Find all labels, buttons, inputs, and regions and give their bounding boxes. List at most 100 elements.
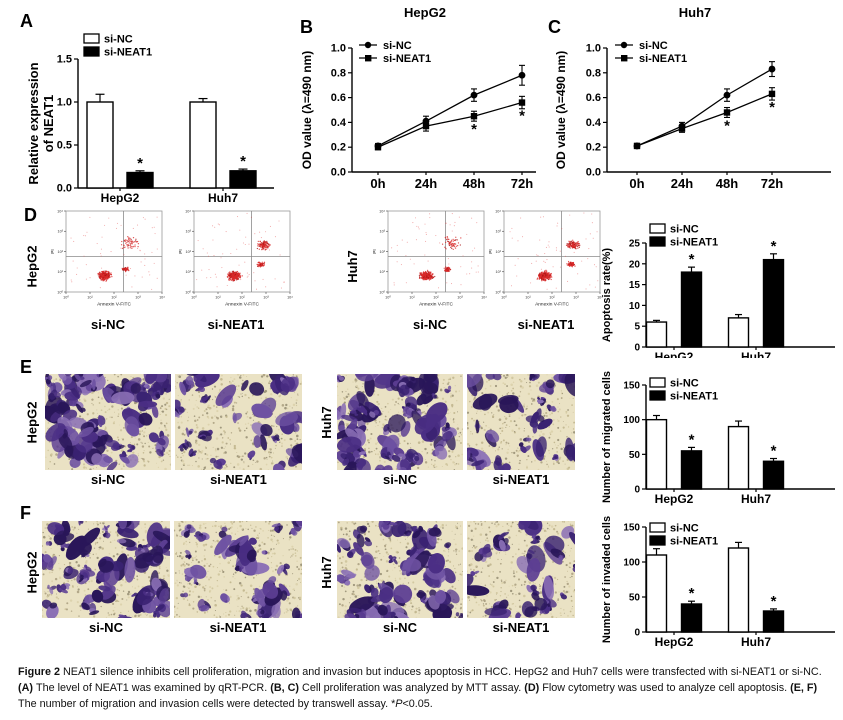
svg-text:0: 0 xyxy=(634,485,640,496)
svg-text:PI: PI xyxy=(50,249,56,254)
flow-plot-hepg2-si-neat1: 10⁰ 10⁰ 10¹ 10¹ 10² 10² 10³ 10³ 10⁴ 10⁴ Annexin V-… xyxy=(176,208,296,332)
svg-text:10: 10 xyxy=(629,301,641,312)
row-label-f-hepg2: HepG2 xyxy=(24,551,40,593)
svg-text:0.2: 0.2 xyxy=(331,142,346,154)
svg-text:10¹: 10¹ xyxy=(186,270,192,274)
svg-text:*: * xyxy=(519,108,525,125)
svg-text:1.0: 1.0 xyxy=(331,43,346,55)
svg-text:10⁴: 10⁴ xyxy=(185,209,191,213)
svg-text:si-NC: si-NC xyxy=(670,224,699,236)
svg-text:0.0: 0.0 xyxy=(586,167,601,179)
image-label: si-NEAT1 xyxy=(209,620,267,635)
svg-text:si-NEAT1: si-NEAT1 xyxy=(383,53,431,65)
svg-text:10⁰: 10⁰ xyxy=(191,296,197,300)
svg-text:24h: 24h xyxy=(671,176,693,191)
panel-b-title: HepG2 xyxy=(404,5,446,20)
svg-text:10²: 10² xyxy=(239,296,245,300)
figure-caption: Figure 2 NEAT1 silence inhibits cell pro… xyxy=(18,666,822,711)
svg-text:PI: PI xyxy=(178,249,184,254)
svg-text:10³: 10³ xyxy=(573,296,579,300)
svg-text:72h: 72h xyxy=(761,176,783,191)
image-label: si-NEAT1 xyxy=(210,472,267,487)
flow-label: si-NEAT1 xyxy=(517,317,575,332)
svg-text:10⁴: 10⁴ xyxy=(57,209,63,213)
image-label: si-NC xyxy=(383,620,417,635)
svg-text:0.0: 0.0 xyxy=(331,167,346,179)
svg-text:10⁴: 10⁴ xyxy=(495,209,501,213)
svg-text:10²: 10² xyxy=(496,250,502,254)
svg-text:HepG2: HepG2 xyxy=(101,191,140,205)
svg-text:HepG2: HepG2 xyxy=(655,492,694,506)
svg-text:10⁴: 10⁴ xyxy=(287,296,293,300)
svg-text:*: * xyxy=(771,238,777,255)
svg-text:10⁰: 10⁰ xyxy=(379,290,385,294)
svg-text:si-NEAT1: si-NEAT1 xyxy=(639,53,687,65)
svg-text:*: * xyxy=(137,155,143,172)
svg-text:100: 100 xyxy=(623,415,640,426)
panel-f-bar-chart: 0 50 100 150 * HepG2 * Huh7 si-NC si-NEAT1 Number … xyxy=(602,510,842,662)
flow-label: si-NC xyxy=(413,317,447,332)
svg-text:*: * xyxy=(689,431,695,448)
svg-text:10¹: 10¹ xyxy=(87,296,93,300)
row-label-f-huh7: Huh7 xyxy=(318,555,334,589)
svg-text:Annexin V-FITC: Annexin V-FITC xyxy=(419,302,453,308)
svg-text:10²: 10² xyxy=(186,250,192,254)
transwell-image-migration-huh7-si-nc xyxy=(337,374,463,470)
svg-text:*: * xyxy=(769,99,775,116)
svg-text:0.2: 0.2 xyxy=(586,142,601,154)
row-label-d-huh7: Huh7 xyxy=(344,249,360,283)
svg-text:PI: PI xyxy=(372,249,378,254)
flow-plot-huh7-si-nc: 10⁰ 10⁰ 10¹ 10¹ 10² 10² 10³ 10³ 10⁴ 10⁴ Annexin V-… xyxy=(370,208,490,332)
panel-letter-d: D xyxy=(24,205,37,225)
svg-text:10³: 10³ xyxy=(58,230,64,234)
svg-text:10⁰: 10⁰ xyxy=(57,290,63,294)
panel-b-line-chart: 0.0 0.2 0.4 0.6 0.8 1.0 0h 24h 48h 72h si-NC * * si-N… xyxy=(295,14,540,204)
image-label: si-NEAT1 xyxy=(492,472,550,487)
svg-text:*: * xyxy=(471,121,477,138)
svg-text:5: 5 xyxy=(634,322,640,333)
svg-text:48h: 48h xyxy=(716,176,738,191)
svg-text:10³: 10³ xyxy=(135,296,141,300)
transwell-image-invasion-hepg2-si-nc xyxy=(42,521,170,618)
svg-text:Huh7: Huh7 xyxy=(208,191,238,205)
panel-letter-f: F xyxy=(20,503,31,523)
svg-text:*: * xyxy=(771,442,777,459)
svg-text:10³: 10³ xyxy=(263,296,269,300)
svg-text:10¹: 10¹ xyxy=(58,270,64,274)
svg-text:10¹: 10¹ xyxy=(525,296,531,300)
image-label: si-NC xyxy=(89,620,123,635)
svg-text:10⁰: 10⁰ xyxy=(501,296,507,300)
svg-text:0: 0 xyxy=(634,343,640,354)
transwell-image-migration-hepg2-si-nc xyxy=(45,374,171,470)
svg-text:0.0: 0.0 xyxy=(57,183,72,195)
svg-text:si-NC: si-NC xyxy=(670,378,699,390)
svg-text:10¹: 10¹ xyxy=(380,270,386,274)
flow-plot-hepg2-si-nc: 10⁰ 10⁰ 10¹ 10¹ 10² 10² 10³ 10³ 10⁴ 10⁴ Annexin V-… xyxy=(48,208,168,332)
svg-text:10²: 10² xyxy=(58,250,64,254)
svg-text:72h: 72h xyxy=(511,176,533,191)
svg-text:20: 20 xyxy=(629,259,641,270)
svg-text:si-NC: si-NC xyxy=(639,40,668,52)
svg-text:HepG2: HepG2 xyxy=(655,350,694,358)
svg-text:Apoptosis rate(%): Apoptosis rate(%) xyxy=(602,248,613,342)
svg-text:si-NC: si-NC xyxy=(104,34,133,46)
image-label: si-NC xyxy=(91,472,125,487)
transwell-image-migration-huh7-si-neat1 xyxy=(467,374,575,470)
svg-text:*: * xyxy=(689,251,695,268)
svg-text:0.4: 0.4 xyxy=(586,117,602,129)
svg-text:10²: 10² xyxy=(433,296,439,300)
svg-text:10⁰: 10⁰ xyxy=(495,290,501,294)
svg-text:si-NEAT1: si-NEAT1 xyxy=(104,47,152,59)
image-label: si-NEAT1 xyxy=(492,620,550,635)
svg-text:Relative expression: Relative expression xyxy=(28,62,41,184)
svg-text:Annexin V-FITC: Annexin V-FITC xyxy=(97,302,131,308)
svg-text:10⁴: 10⁴ xyxy=(597,296,603,300)
svg-text:10³: 10³ xyxy=(186,230,192,234)
svg-text:25: 25 xyxy=(629,239,641,250)
svg-text:*: * xyxy=(724,117,730,134)
svg-text:10⁴: 10⁴ xyxy=(379,209,385,213)
panel-c-line-chart: 0.0 0.2 0.4 0.6 0.8 1.0 0h 24h 48h 72h si-NC * * si-N… xyxy=(545,14,835,204)
svg-text:PI: PI xyxy=(488,249,494,254)
svg-text:of NEAT1: of NEAT1 xyxy=(41,95,56,153)
svg-text:10²: 10² xyxy=(549,296,555,300)
